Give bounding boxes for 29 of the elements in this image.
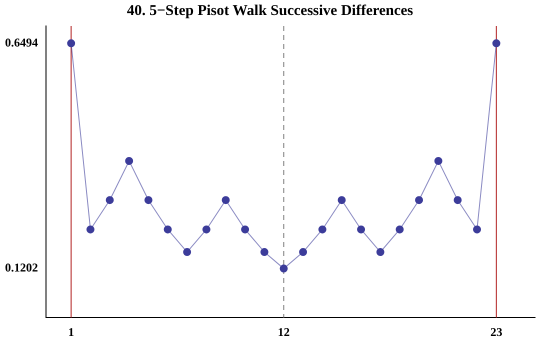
- point: [67, 39, 76, 48]
- point: [473, 225, 482, 234]
- point: [299, 248, 308, 256]
- point: [357, 225, 366, 234]
- point: [183, 248, 192, 256]
- point: [144, 196, 152, 204]
- x-tick-label: 1: [68, 324, 74, 339]
- point: [241, 225, 250, 234]
- point: [106, 196, 114, 204]
- y-tick-label: 0.1202: [5, 260, 38, 275]
- point: [222, 196, 230, 204]
- x-tick-label: 12: [278, 324, 290, 339]
- point: [492, 39, 500, 48]
- chart-title: 40. 5−Step Pisot Walk Successive Differences: [126, 2, 414, 19]
- y-tick-label: 0.6494: [5, 35, 38, 50]
- x-tick-label: 23: [490, 324, 502, 339]
- point: [338, 196, 346, 204]
- point: [125, 156, 134, 165]
- point: [318, 225, 326, 234]
- point: [376, 248, 384, 256]
- point: [86, 225, 94, 234]
- point: [396, 225, 404, 234]
- point: [434, 156, 442, 165]
- point: [415, 196, 424, 204]
- point: [260, 248, 268, 256]
- point: [202, 225, 210, 234]
- point: [280, 264, 288, 273]
- point: [454, 196, 462, 204]
- point: [164, 225, 172, 234]
